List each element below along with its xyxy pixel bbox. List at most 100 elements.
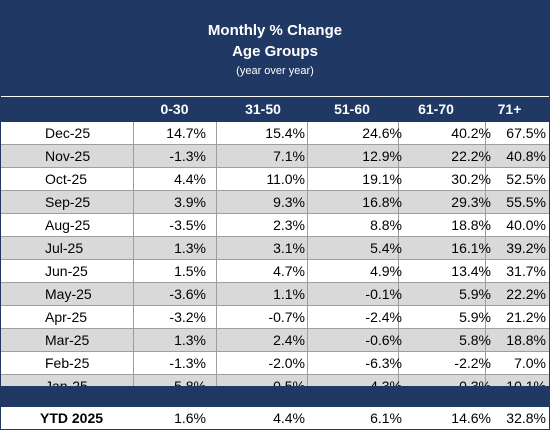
table-cell: -2.2% <box>454 355 491 371</box>
ytd-label: YTD 2025 <box>40 410 104 426</box>
column-divider <box>216 191 217 213</box>
column-divider <box>307 145 308 167</box>
table-cell: 2.3% <box>273 217 305 233</box>
column-divider <box>216 283 217 305</box>
table-cell: 2.4% <box>273 332 305 348</box>
table-cell: 52.5% <box>506 171 546 187</box>
table-cell: 4.7% <box>273 263 305 279</box>
table-row: Mar-25 1.3% 2.4% -0.6% 5.8% 18.8% <box>1 329 549 352</box>
column-divider <box>485 260 486 282</box>
table-cell: 22.2% <box>506 286 546 302</box>
column-divider <box>398 191 399 213</box>
column-divider <box>307 306 308 328</box>
column-divider <box>307 283 308 305</box>
table-cell: 7.1% <box>273 148 305 164</box>
ytd-cell: 4.4% <box>273 410 305 426</box>
table-row: Jul-25 1.3% 3.1% 5.4% 16.1% 39.2% <box>1 237 549 260</box>
table-cell: -6.3% <box>365 355 402 371</box>
column-divider <box>485 168 486 190</box>
table-cell: -3.6% <box>169 286 206 302</box>
table-row: Aug-25 -3.5% 2.3% 8.8% 18.8% 40.0% <box>1 214 549 237</box>
row-label: Aug-25 <box>45 217 91 233</box>
table-cell: 21.2% <box>506 309 546 325</box>
table-cell: 16.8% <box>362 194 402 210</box>
separator-band <box>1 386 549 407</box>
table-cell: -0.7% <box>268 309 305 325</box>
table-cell: 3.9% <box>174 194 206 210</box>
table-row: May-25 -3.6% 1.1% -0.1% 5.9% 22.2% <box>1 283 549 306</box>
table-cell: 5.9% <box>459 286 491 302</box>
ytd-cell: 1.6% <box>174 410 206 426</box>
table-cell: 15.4% <box>265 125 305 141</box>
column-divider <box>398 214 399 236</box>
table-cell: 19.1% <box>362 171 402 187</box>
table-row: Jun-25 1.5% 4.7% 4.9% 13.4% 31.7% <box>1 260 549 283</box>
row-label: Sep-25 <box>45 194 91 210</box>
column-divider <box>398 306 399 328</box>
row-label: Jul-25 <box>45 240 84 256</box>
column-header: 71+ <box>497 101 522 117</box>
column-header: 51-60 <box>334 101 370 117</box>
row-label: Oct-25 <box>45 171 88 187</box>
column-divider <box>398 237 399 259</box>
table-body: Dec-25 14.7% 15.4% 24.6% 40.2% 67.5% Nov-25 -1.… <box>1 122 549 398</box>
table-cell: 55.5% <box>506 194 546 210</box>
ytd-cell: 32.8% <box>506 410 546 426</box>
column-divider <box>133 260 134 282</box>
table-title: Monthly % Change <box>207 22 343 39</box>
row-label: Dec-25 <box>45 125 91 141</box>
column-divider <box>307 237 308 259</box>
table-row: Dec-25 14.7% 15.4% 24.6% 40.2% 67.5% <box>1 122 549 145</box>
table-cell: -1.3% <box>169 148 206 164</box>
table-cell: 40.8% <box>506 148 546 164</box>
table-cell: 40.0% <box>506 217 546 233</box>
table-row: Apr-25 -3.2% -0.7% -2.4% 5.9% 21.2% <box>1 306 549 329</box>
table-cell: 16.1% <box>451 240 491 256</box>
table-cell: 1.3% <box>174 240 206 256</box>
table-cell: 9.3% <box>273 194 305 210</box>
column-divider <box>307 168 308 190</box>
column-divider <box>216 306 217 328</box>
column-divider <box>398 352 399 374</box>
table-cell: 30.2% <box>451 171 491 187</box>
table-row: Sep-25 3.9% 9.3% 16.8% 29.3% 55.5% <box>1 191 549 214</box>
column-divider <box>485 214 486 236</box>
column-divider <box>133 237 134 259</box>
table-cell: -0.6% <box>365 332 402 348</box>
ytd-cell: 14.6% <box>451 410 491 426</box>
column-divider <box>307 329 308 351</box>
ytd-row: YTD 2025 1.6% 4.4% 6.1% 14.6% 32.8% <box>1 407 549 429</box>
table-cell: 5.4% <box>370 240 402 256</box>
column-divider <box>485 352 486 374</box>
column-divider <box>307 191 308 213</box>
column-divider <box>133 145 134 167</box>
column-divider <box>216 122 217 144</box>
table-cell: 8.8% <box>370 217 402 233</box>
column-divider <box>216 168 217 190</box>
table-cell: -1.3% <box>169 355 206 371</box>
column-divider <box>485 306 486 328</box>
table-cell: 40.2% <box>451 125 491 141</box>
column-divider <box>133 122 134 144</box>
table-cell: -2.0% <box>268 355 305 371</box>
column-divider <box>398 283 399 305</box>
row-label: Mar-25 <box>45 332 90 348</box>
column-divider <box>485 122 486 144</box>
table-cell: 3.1% <box>273 240 305 256</box>
column-header: 31-50 <box>245 101 281 117</box>
table-cell: 39.2% <box>506 240 546 256</box>
column-divider <box>133 191 134 213</box>
column-header: 61-70 <box>418 101 454 117</box>
column-divider <box>485 145 486 167</box>
column-header-row: 0-30 31-50 51-60 61-70 71+ <box>1 96 549 122</box>
row-label: Nov-25 <box>45 148 91 164</box>
column-divider <box>398 145 399 167</box>
column-divider <box>216 329 217 351</box>
table-row: Oct-25 4.4% 11.0% 19.1% 30.2% 52.5% <box>1 168 549 191</box>
table-row: Nov-25 -1.3% 7.1% 12.9% 22.2% 40.8% <box>1 145 549 168</box>
row-label: Feb-25 <box>45 355 90 371</box>
table-cell: 12.9% <box>362 148 402 164</box>
table-cell: 1.1% <box>273 286 305 302</box>
column-divider <box>216 352 217 374</box>
